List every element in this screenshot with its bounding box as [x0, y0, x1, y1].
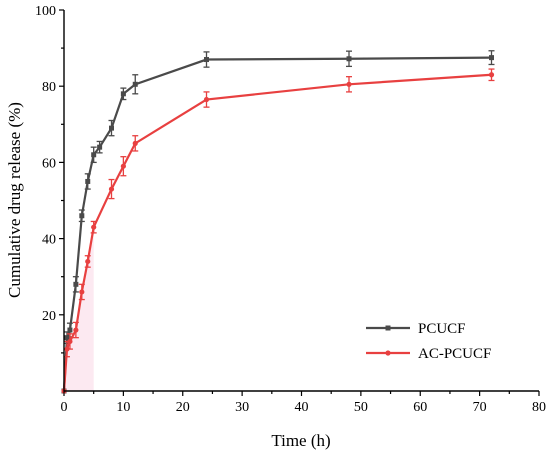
- y-tick-label: 20: [42, 309, 56, 324]
- data-point: [109, 125, 114, 131]
- x-tick-label: 10: [116, 400, 130, 415]
- data-point: [108, 186, 115, 192]
- data-point: [73, 327, 79, 333]
- series-line: [62, 56, 492, 392]
- x-tick-label: 40: [295, 400, 309, 415]
- data-point: [85, 178, 91, 184]
- data-point: [120, 163, 126, 169]
- data-point: [346, 81, 352, 87]
- legend-marker: [385, 350, 391, 356]
- legend-marker: [385, 325, 391, 331]
- area-fill-layer: [64, 227, 94, 391]
- data-point: [73, 281, 79, 287]
- series-layer: [61, 50, 495, 394]
- data-point: [67, 327, 73, 333]
- legend-item-ac-pcucf: AC-PCUCF: [366, 346, 491, 362]
- legend-label: PCUCF: [418, 321, 466, 337]
- data-point: [64, 335, 70, 341]
- data-point: [132, 81, 138, 87]
- x-tick-label: 80: [532, 400, 546, 415]
- x-tick-label: 60: [413, 400, 427, 415]
- legend: PCUCF AC-PCUCF: [366, 321, 491, 362]
- y-tick-label: 80: [42, 80, 56, 95]
- data-point: [120, 91, 126, 97]
- data-point: [91, 152, 97, 158]
- y-tick-label: 60: [42, 156, 56, 171]
- data-point: [79, 289, 85, 295]
- x-tick-label: 50: [354, 400, 368, 415]
- x-tick-label: 0: [61, 400, 68, 415]
- data-point: [489, 55, 494, 61]
- y-axis-title: Cumulative drug release (%): [5, 102, 24, 298]
- y-tick-label: 40: [42, 233, 56, 248]
- data-point: [346, 56, 352, 62]
- legend-label: AC-PCUCF: [418, 346, 491, 362]
- area-fill-ac-pcucf: [64, 227, 94, 391]
- y-tick-label: 100: [35, 4, 56, 19]
- data-point: [488, 72, 495, 78]
- x-tick-label: 70: [473, 400, 487, 415]
- series-ac-pcucf: [61, 68, 495, 394]
- data-point: [79, 213, 85, 219]
- data-point: [91, 224, 97, 230]
- x-tick-label: 20: [176, 400, 190, 415]
- series-line: [62, 73, 492, 392]
- series-pcucf: [61, 50, 495, 394]
- data-point: [85, 258, 91, 265]
- data-point: [204, 57, 209, 63]
- x-tick-label: 30: [235, 400, 249, 415]
- x-axis-title: Time (h): [271, 431, 330, 450]
- data-point: [203, 96, 210, 103]
- data-point: [97, 144, 103, 150]
- data-point: [132, 140, 138, 146]
- data-point: [67, 338, 73, 345]
- legend-item-pcucf: PCUCF: [366, 321, 466, 337]
- axes-layer: 0 10 20 30 40 50 60 70 80 20 40 60 80 100: [35, 4, 546, 415]
